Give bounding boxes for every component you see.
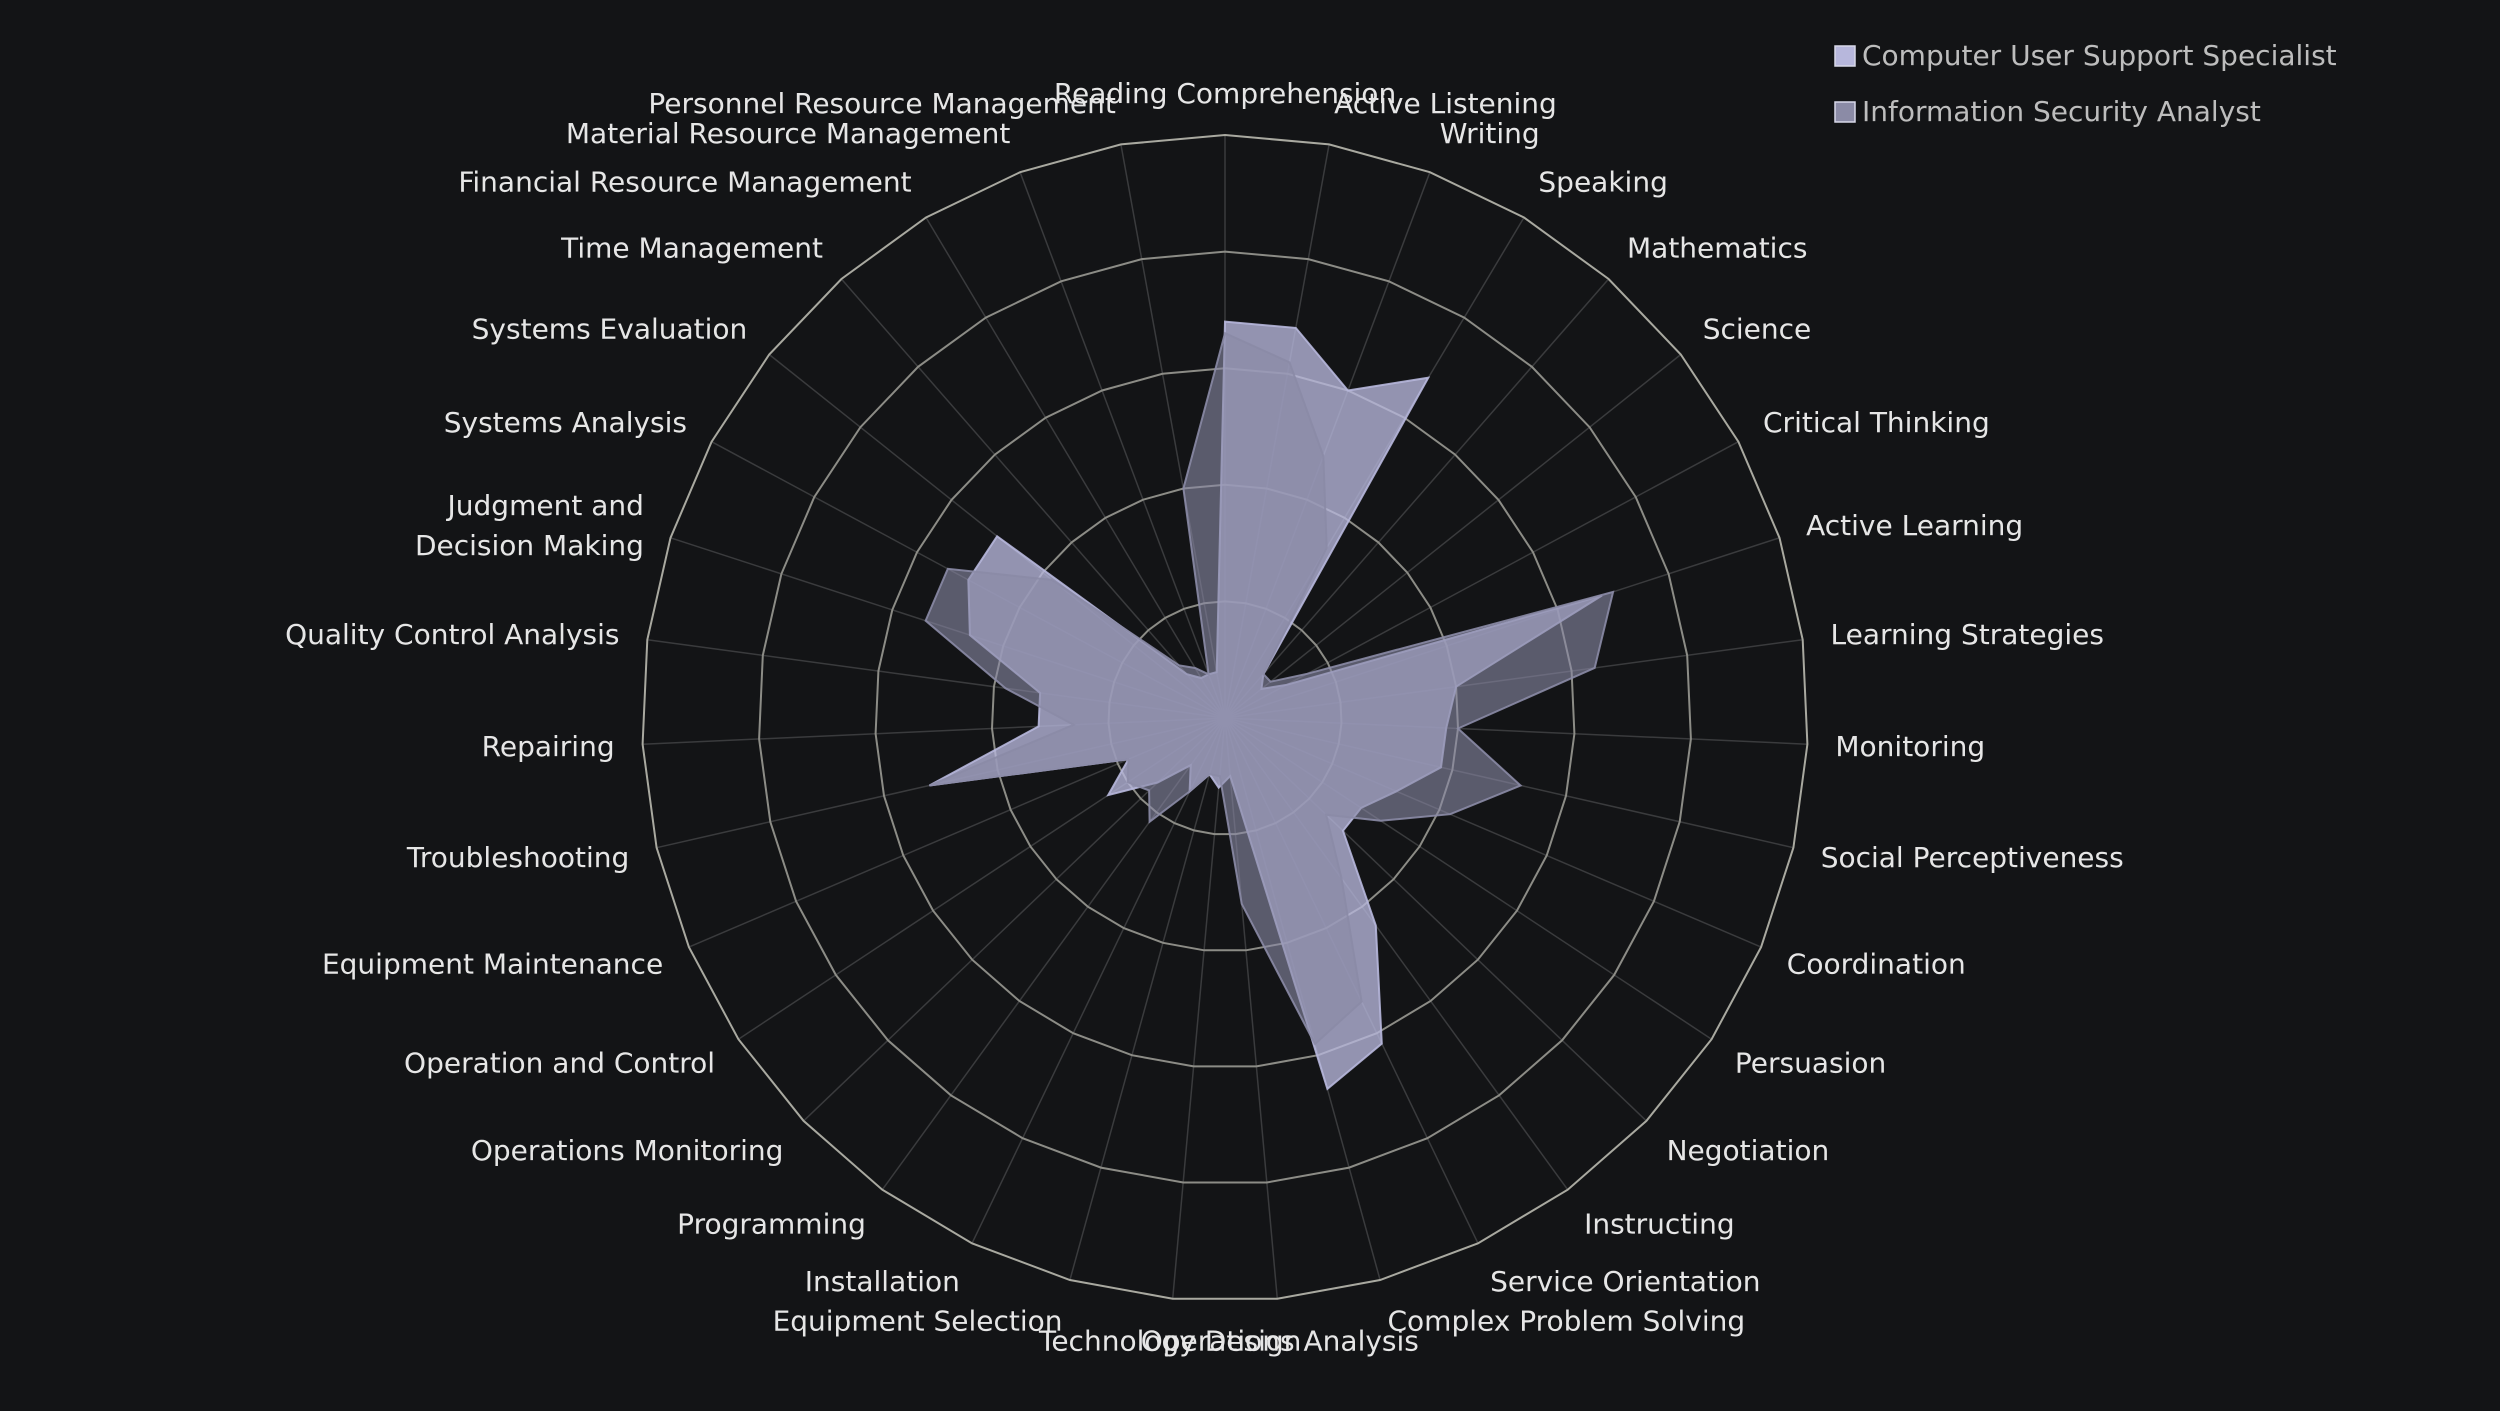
axis-label: Science: [1703, 312, 1812, 345]
spoke-line: [971, 717, 1226, 1244]
axis-label-line: Decision Making: [415, 529, 644, 562]
legend-swatch: [1834, 45, 1856, 67]
legend-item-2[interactable]: Information Security Analyst: [1834, 95, 2261, 128]
axis-label: Instructing: [1584, 1208, 1735, 1241]
axis-label-line: Programming: [677, 1208, 866, 1241]
series-areas: [924, 320, 1615, 1091]
axis-label-line: Monitoring: [1835, 730, 1985, 763]
legend-label: Information Security Analyst: [1862, 95, 2261, 128]
axis-label-line: Material Resource Management: [566, 117, 1010, 150]
axis-label-line: Systems Analysis: [444, 406, 687, 439]
axis-label: Learning Strategies: [1831, 618, 2104, 651]
axis-label: Programming: [677, 1208, 866, 1241]
axis-label: Installation: [805, 1265, 960, 1298]
axis-label: Operation and Control: [404, 1046, 715, 1079]
axis-label-line: Instructing: [1584, 1208, 1735, 1241]
axis-label-line: Judgment and: [446, 489, 644, 522]
axis-label: Monitoring: [1835, 730, 1985, 763]
legend[interactable]: Computer User Support Specialist Informat…: [1834, 39, 2337, 128]
spoke-line: [840, 278, 1226, 719]
axis-label: Mathematics: [1627, 231, 1807, 264]
axis-label: Technology Design: [1038, 1325, 1301, 1358]
grid-ring: [758, 250, 1692, 1184]
axis-label-line: Speaking: [1538, 166, 1667, 199]
axis-label: Active Listening: [1334, 87, 1557, 120]
axis-label: Financial Resource Management: [458, 166, 911, 199]
axis-label-line: Writing: [1440, 117, 1540, 150]
axis-label-line: Negotiation: [1667, 1134, 1830, 1167]
axis-label: Systems Evaluation: [472, 312, 748, 345]
axis-label: Time Management: [560, 231, 823, 264]
axis-label-line: Equipment Maintenance: [322, 948, 663, 981]
axis-label-line: Quality Control Analysis: [285, 618, 619, 651]
axis-label: Writing: [1440, 117, 1540, 150]
axis-label: Social Perceptiveness: [1821, 841, 2124, 874]
axis-label: Reading Comprehension: [1054, 77, 1396, 110]
axis-label: Active Learning: [1806, 509, 2023, 542]
axis-label: Material Resource Management: [566, 117, 1010, 150]
axis-label: Personnel Resource Management: [648, 87, 1116, 120]
spoke-line: [1069, 717, 1226, 1281]
axis-label: Equipment Selection: [773, 1305, 1063, 1338]
spoke-line: [1019, 171, 1226, 719]
axis-label-line: Mathematics: [1627, 231, 1807, 264]
grid-ring: [874, 367, 1576, 1068]
axis-label-line: Reading Comprehension: [1054, 77, 1396, 110]
axis-label: Critical Thinking: [1763, 406, 1990, 439]
axis-label: Complex Problem Solving: [1388, 1305, 1746, 1338]
series-area-2: [924, 331, 1615, 1046]
axis-label-line: Operation and Control: [404, 1046, 715, 1079]
axis-label: Quality Control Analysis: [285, 618, 619, 651]
axis-label-line: Complex Problem Solving: [1388, 1305, 1746, 1338]
axis-label-line: Learning Strategies: [1831, 618, 2104, 651]
spoke-line: [925, 217, 1226, 719]
axis-label: Troubleshooting: [406, 841, 629, 874]
legend-label: Computer User Support Specialist: [1862, 39, 2337, 72]
axis-label-line: Operations Analysis: [1141, 1325, 1419, 1358]
axis-label-line: Active Listening: [1334, 87, 1557, 120]
axis-label-line: Service Orientation: [1490, 1265, 1760, 1298]
axis-label-line: Financial Resource Management: [458, 166, 911, 199]
axis-label-line: Installation: [805, 1265, 960, 1298]
axis-label-line: Technology Design: [1038, 1325, 1301, 1358]
axis-label: Judgment and Decision Making: [415, 489, 644, 562]
axis-label-line: Critical Thinking: [1763, 406, 1990, 439]
axis-label: Speaking: [1538, 166, 1667, 199]
spoke-line: [1224, 353, 1682, 719]
axis-label: Negotiation: [1667, 1134, 1830, 1167]
axis-label-line: Time Management: [560, 231, 823, 264]
axis-label: Service Orientation: [1490, 1265, 1760, 1298]
axis-label: Repairing: [482, 730, 615, 763]
axis-label-line: Equipment Selection: [773, 1305, 1063, 1338]
axis-label: Operations Analysis: [1141, 1325, 1419, 1358]
spoke-line: [1224, 278, 1610, 719]
axis-label: Persuasion: [1735, 1046, 1886, 1079]
axis-label-line: Science: [1703, 312, 1812, 345]
axis-label-line: Active Learning: [1806, 509, 2023, 542]
axis-label-line: Systems Evaluation: [472, 312, 748, 345]
axis-label-line: Troubleshooting: [406, 841, 629, 874]
axis-label: Coordination: [1787, 948, 1966, 981]
axis-label-line: Repairing: [482, 730, 615, 763]
legend-item-1[interactable]: Computer User Support Specialist: [1834, 39, 2337, 72]
axis-label: Equipment Maintenance: [322, 948, 663, 981]
axis-label-line: Operations Monitoring: [471, 1134, 784, 1167]
legend-swatch: [1834, 101, 1856, 123]
spoke-line: [1171, 717, 1226, 1299]
axis-label-line: Persuasion: [1735, 1046, 1886, 1079]
axis-label-line: Coordination: [1787, 948, 1966, 981]
axis-label-line: Social Perceptiveness: [1821, 841, 2124, 874]
axis-label-line: Personnel Resource Management: [648, 87, 1116, 120]
axis-label: Systems Analysis: [444, 406, 687, 439]
axis-label: Operations Monitoring: [471, 1134, 784, 1167]
grid-ring: [641, 133, 1809, 1300]
